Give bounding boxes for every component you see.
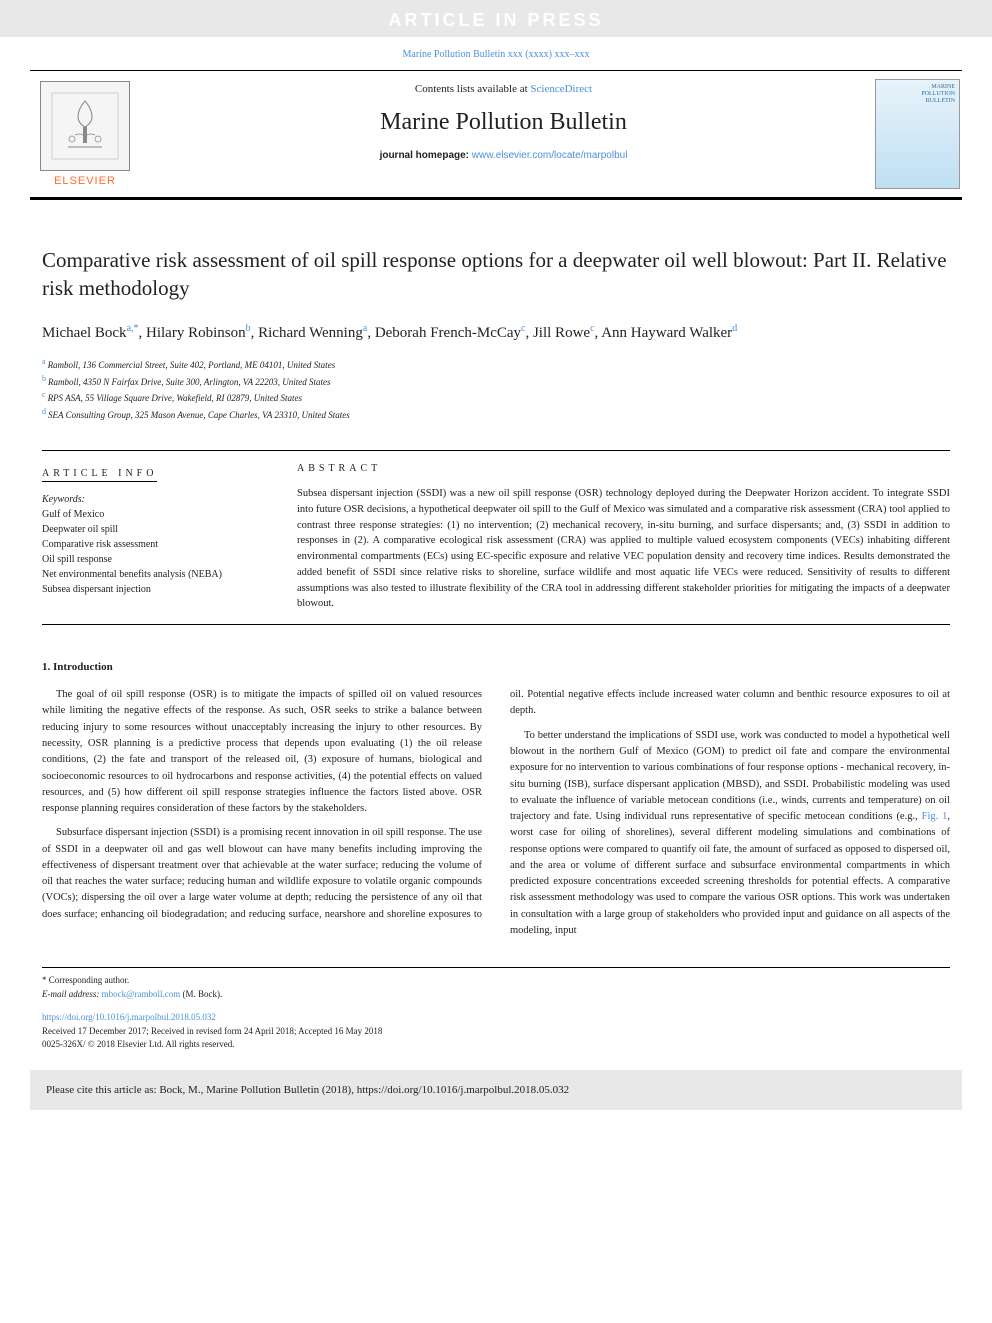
elsevier-tree-icon — [40, 81, 130, 171]
homepage-prefix: journal homepage: — [380, 150, 472, 161]
author-affiliation-sup: d — [732, 323, 737, 334]
email-line: E-mail address: mbock@ramboll.com (M. Bo… — [42, 988, 950, 1002]
affiliation: c RPS ASA, 55 Village Square Drive, Wake… — [42, 389, 950, 406]
affiliation-sup: c — [42, 390, 48, 399]
affiliation: b Ramboll, 4350 N Fairfax Drive, Suite 3… — [42, 373, 950, 390]
author: Deborah French-McCayc — [375, 325, 526, 341]
header-center: Contents lists available at ScienceDirec… — [140, 71, 867, 197]
email-link[interactable]: mbock@ramboll.com — [102, 989, 181, 999]
article-info-column: ARTICLE INFO Keywords: Gulf of MexicoDee… — [42, 451, 257, 624]
keyword: Subsea dispersant injection — [42, 582, 257, 597]
journal-ref-link[interactable]: Marine Pollution Bulletin xxx (xxxx) xxx… — [403, 49, 590, 60]
publisher-name: ELSEVIER — [54, 175, 116, 187]
author: Richard Wenninga — [258, 325, 367, 341]
author: Michael Bocka,* — [42, 325, 139, 341]
author: Ann Hayward Walkerd — [601, 325, 737, 341]
cite-as-banner: Please cite this article as: Bock, M., M… — [30, 1070, 962, 1110]
info-abstract-row: ARTICLE INFO Keywords: Gulf of MexicoDee… — [42, 450, 950, 625]
cover-label: MARINEPOLLUTIONBULLETIN — [921, 84, 955, 106]
article-info-heading: ARTICLE INFO — [42, 468, 157, 482]
corresponding-author-footer: * Corresponding author. E-mail address: … — [42, 967, 950, 1001]
received-dates: Received 17 December 2017; Received in r… — [42, 1025, 950, 1039]
homepage-link[interactable]: www.elsevier.com/locate/marpolbul — [472, 150, 628, 161]
corresponding-marker: * Corresponding author. — [42, 974, 950, 988]
figure-ref-link[interactable]: Fig. 1 — [922, 811, 948, 822]
journal-title: Marine Pollution Bulletin — [140, 109, 867, 136]
abstract-heading: ABSTRACT — [297, 463, 950, 474]
affiliations-list: a Ramboll, 136 Commercial Street, Suite … — [42, 356, 950, 422]
doi-link[interactable]: https://doi.org/10.1016/j.marpolbul.2018… — [42, 1012, 216, 1022]
affiliation-sup: a — [42, 357, 48, 366]
affiliation-sup: d — [42, 407, 48, 416]
affiliation: d SEA Consulting Group, 325 Mason Avenue… — [42, 406, 950, 423]
author-affiliation-sup: c — [521, 323, 525, 334]
journal-cover-thumb: MARINEPOLLUTIONBULLETIN — [867, 71, 962, 197]
article-in-press-banner: ARTICLE IN PRESS — [0, 0, 992, 37]
email-suffix: (M. Bock). — [180, 989, 222, 999]
contents-prefix: Contents lists available at — [415, 83, 530, 95]
journal-homepage-line: journal homepage: www.elsevier.com/locat… — [140, 150, 867, 161]
affiliation-sup: b — [42, 374, 48, 383]
aip-text: ARTICLE IN PRESS — [388, 10, 603, 30]
introduction-body: The goal of oil spill response (OSR) is … — [42, 687, 950, 939]
keyword: Comparative risk assessment — [42, 537, 257, 552]
author: Jill Rowec — [533, 325, 595, 341]
author: Hilary Robinsonb — [146, 325, 251, 341]
keywords-list: Gulf of MexicoDeepwater oil spillCompara… — [42, 507, 257, 597]
issn-copyright: 0025-326X/ © 2018 Elsevier Ltd. All righ… — [42, 1038, 950, 1052]
contents-available-line: Contents lists available at ScienceDirec… — [140, 83, 867, 95]
keyword: Deepwater oil spill — [42, 522, 257, 537]
sciencedirect-link[interactable]: ScienceDirect — [530, 83, 592, 95]
cover-image: MARINEPOLLUTIONBULLETIN — [875, 79, 960, 189]
publisher-logo-block: ELSEVIER — [30, 71, 140, 197]
author-affiliation-sup: c — [590, 323, 594, 334]
abstract-column: ABSTRACT Subsea dispersant injection (SS… — [297, 451, 950, 624]
author-affiliation-sup: a — [363, 323, 367, 334]
section-heading-introduction: 1. Introduction — [42, 661, 950, 673]
author-affiliation-sup: b — [246, 323, 251, 334]
abstract-text: Subsea dispersant injection (SSDI) was a… — [297, 486, 950, 612]
keyword: Net environmental benefits analysis (NEB… — [42, 567, 257, 582]
affiliation: a Ramboll, 136 Commercial Street, Suite … — [42, 356, 950, 373]
author-affiliation-sup: a,* — [127, 323, 139, 334]
keywords-label: Keywords: — [42, 494, 257, 505]
cite-text: Please cite this article as: Bock, M., M… — [46, 1084, 569, 1096]
intro-paragraph: To better understand the implications of… — [510, 728, 950, 939]
intro-paragraph: The goal of oil spill response (OSR) is … — [42, 687, 482, 817]
keyword: Oil spill response — [42, 552, 257, 567]
authors-list: Michael Bocka,*, Hilary Robinsonb, Richa… — [42, 321, 950, 345]
journal-reference: Marine Pollution Bulletin xxx (xxxx) xxx… — [0, 49, 992, 60]
journal-header: ELSEVIER Contents lists available at Sci… — [30, 70, 962, 200]
email-label: E-mail address: — [42, 989, 102, 999]
keyword: Gulf of Mexico — [42, 507, 257, 522]
doi-block: https://doi.org/10.1016/j.marpolbul.2018… — [42, 1011, 950, 1052]
article-title: Comparative risk assessment of oil spill… — [42, 246, 950, 303]
